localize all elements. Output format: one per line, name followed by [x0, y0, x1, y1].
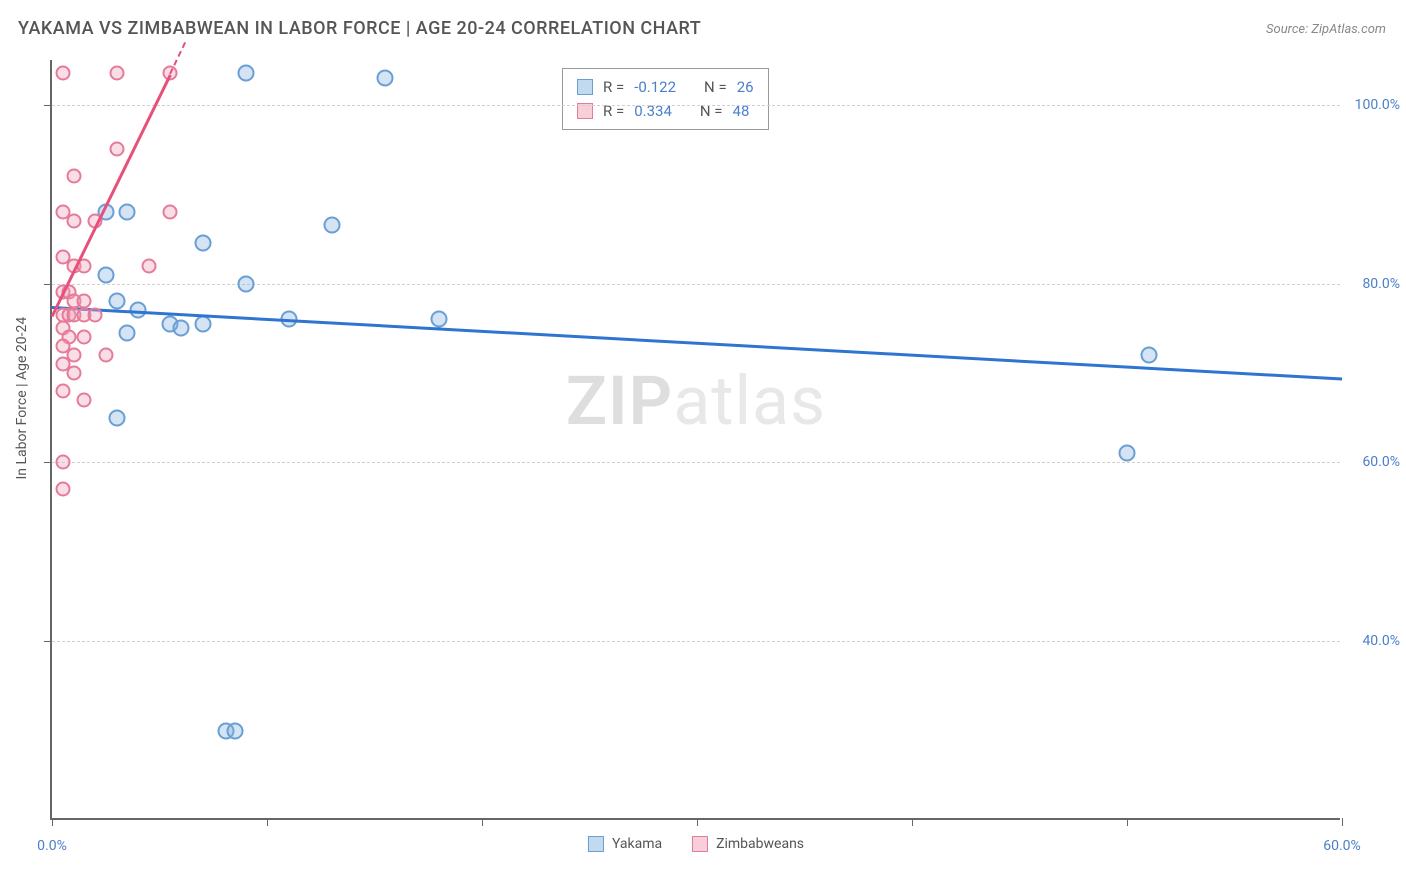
data-point-zimbabweans	[141, 258, 156, 273]
x-tick	[1342, 818, 1343, 826]
data-point-zimbabweans	[55, 383, 70, 398]
data-point-yakama	[377, 69, 394, 86]
gridline-h	[52, 641, 1340, 642]
data-point-zimbabweans	[77, 330, 92, 345]
source-label: Source: ZipAtlas.com	[1266, 22, 1386, 37]
data-point-zimbabweans	[98, 348, 113, 363]
y-tick-label: 40.0%	[1362, 633, 1400, 649]
legend: Yakama Zimbabweans	[588, 836, 804, 852]
data-point-yakama	[97, 266, 114, 283]
data-point-yakama	[119, 324, 136, 341]
y-tick-label: 60.0%	[1362, 454, 1400, 470]
legend-item-yakama: Yakama	[588, 836, 662, 852]
plot-area: ZIPatlas In Labor Force | Age 20-24 R = …	[50, 60, 1340, 820]
data-point-yakama	[108, 293, 125, 310]
data-point-zimbabweans	[55, 455, 70, 470]
data-point-yakama	[323, 217, 340, 234]
x-tick-label: 0.0%	[37, 838, 67, 854]
stats-row-2: R = 0.334 N = 48	[577, 99, 754, 123]
legend-item-zimbabweans: Zimbabweans	[692, 836, 804, 852]
y-tick-label: 80.0%	[1362, 276, 1400, 292]
swatch-blue-icon	[577, 79, 593, 95]
data-point-zimbabweans	[66, 169, 81, 184]
data-point-yakama	[226, 722, 243, 739]
chart-container: YAKAMA VS ZIMBABWEAN IN LABOR FORCE | AG…	[0, 0, 1406, 892]
data-point-zimbabweans	[55, 482, 70, 497]
data-point-zimbabweans	[66, 213, 81, 228]
data-point-zimbabweans	[66, 365, 81, 380]
watermark: ZIPatlas	[566, 361, 826, 441]
x-tick	[697, 818, 698, 826]
x-tick	[1127, 818, 1128, 826]
y-axis-title: In Labor Force | Age 20-24	[14, 317, 30, 480]
data-point-zimbabweans	[109, 142, 124, 157]
legend-label: Zimbabweans	[716, 836, 804, 852]
data-point-zimbabweans	[88, 307, 103, 322]
data-point-zimbabweans	[109, 66, 124, 81]
data-point-yakama	[194, 315, 211, 332]
chart-title: YAKAMA VS ZIMBABWEAN IN LABOR FORCE | AG…	[18, 18, 701, 39]
data-point-yakama	[108, 409, 125, 426]
data-point-yakama	[237, 65, 254, 82]
x-tick	[52, 818, 53, 826]
gridline-h	[52, 105, 1340, 106]
stats-box: R = -0.122 N = 26 R = 0.334 N = 48	[562, 68, 769, 130]
data-point-yakama	[194, 235, 211, 252]
data-point-yakama	[1119, 445, 1136, 462]
gridline-h	[52, 462, 1340, 463]
y-tick-label: 100.0%	[1355, 97, 1400, 113]
x-tick	[482, 818, 483, 826]
swatch-pink-icon	[692, 836, 708, 852]
data-point-yakama	[1140, 347, 1157, 364]
data-point-zimbabweans	[163, 205, 178, 220]
trendline-yakama	[52, 306, 1342, 381]
data-point-yakama	[431, 311, 448, 328]
x-tick-label: 60.0%	[1323, 838, 1361, 854]
data-point-yakama	[237, 275, 254, 292]
trendline-dashed-zimbabweans	[169, 43, 186, 75]
swatch-blue-icon	[588, 836, 604, 852]
data-point-yakama	[119, 204, 136, 221]
data-point-zimbabweans	[77, 392, 92, 407]
data-point-zimbabweans	[55, 66, 70, 81]
stats-row-1: R = -0.122 N = 26	[577, 75, 754, 99]
data-point-yakama	[173, 320, 190, 337]
x-tick	[267, 818, 268, 826]
legend-label: Yakama	[612, 836, 662, 852]
x-tick	[912, 818, 913, 826]
